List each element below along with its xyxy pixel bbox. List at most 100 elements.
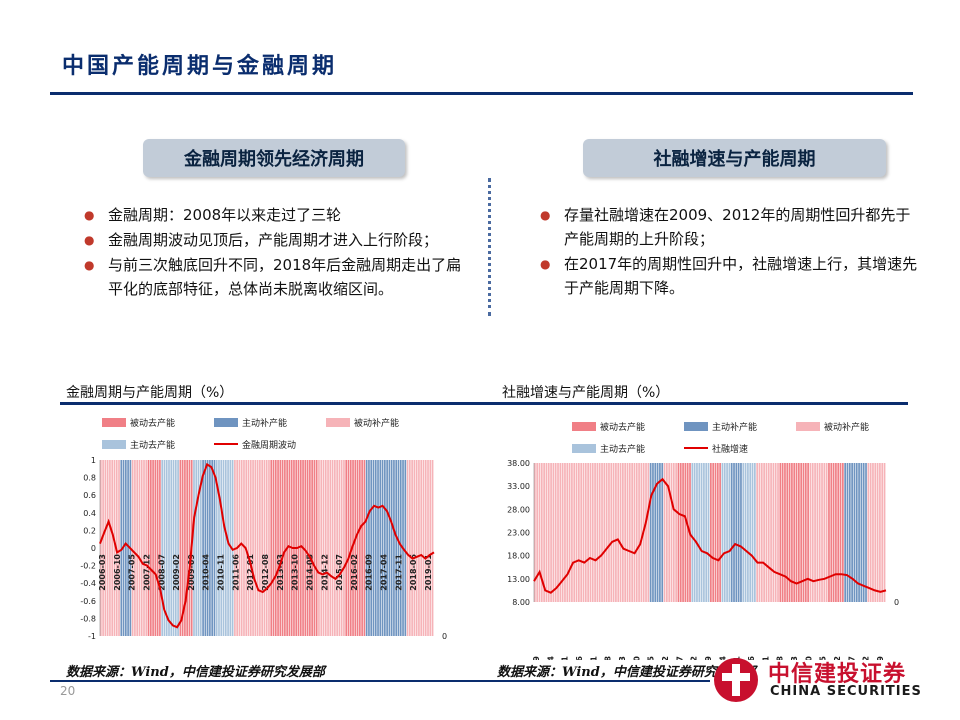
phase-bar [781, 463, 784, 602]
phase-bar [222, 460, 225, 636]
source-right: 数据来源：Wind，中信建投证券研究发展部 [497, 665, 756, 680]
logo-mark-icon [714, 658, 758, 702]
phase-bar [270, 460, 273, 636]
phase-bar [113, 460, 116, 636]
phase-bar [605, 463, 608, 602]
phase-bar [596, 463, 599, 602]
phase-bar [145, 460, 148, 636]
company-logo: 中信建投证券 CHINA SECURITIES [712, 650, 922, 710]
phase-bar [640, 463, 643, 602]
y-tick-label: 0.4 [83, 509, 96, 518]
phase-bar [716, 463, 719, 602]
legend-label: 被动补产能 [824, 421, 869, 433]
phase-bar [315, 460, 318, 636]
x-tick-label: 2016-05 [819, 656, 828, 660]
right-bullet: 存量社融增速在2009、2012年的周期性回升都先于产能周期的上升阶段； [540, 203, 925, 251]
left-chart: 被动去产能 主动补产能 被动补产能 主动去产能 金融周期波动 1 0.8 0.6 0.4 0.2 0… [60, 408, 458, 656]
phase-bar [363, 460, 366, 636]
x-tick-label: 2009-05 [647, 656, 656, 660]
phase-bar [747, 463, 749, 602]
phase-bar [756, 463, 759, 602]
phase-bar [384, 460, 386, 636]
phase-bar [703, 463, 705, 602]
phase-bar [272, 460, 275, 636]
phase-bar [811, 463, 814, 602]
phase-bar [601, 463, 603, 602]
x-tick-label: 2014-08 [776, 656, 785, 660]
left-chart-title: 金融周期与产能周期（%） [66, 385, 234, 401]
phase-bar [102, 460, 104, 636]
slide-title: 中国产能周期与金融周期 [62, 54, 338, 79]
y-tick-label: 0.2 [83, 526, 96, 535]
phase-bar [594, 463, 596, 602]
phase-bar [578, 463, 580, 602]
phase-bar [349, 460, 352, 636]
phase-bar [554, 463, 557, 602]
legend-label: 被动补产能 [354, 417, 399, 429]
phase-bar [179, 460, 182, 636]
phase-bar [147, 460, 150, 636]
phase-bar [571, 463, 573, 602]
phase-bar [547, 463, 550, 602]
x-tick-label: 2013-10 [291, 554, 300, 591]
x-tick-label: 2018-02 [862, 656, 871, 660]
phase-bar [374, 460, 377, 636]
phase-bar [649, 463, 652, 602]
phase-bar [329, 460, 332, 636]
phase-bar [204, 460, 207, 636]
phase-bar [136, 460, 139, 636]
phase-bar [106, 460, 109, 636]
x-tick-label: 2008-03 [618, 656, 627, 660]
phase-bar [181, 460, 184, 636]
x-tick-label: 2008-07 [157, 554, 166, 591]
phase-bar [867, 463, 870, 602]
phase-bar [855, 463, 858, 602]
phase-bar [765, 463, 768, 602]
phase-bar [268, 460, 270, 636]
y-tick-label: -0.6 [80, 597, 96, 606]
phase-bar [830, 463, 833, 602]
x-tick-label: 2016-02 [350, 554, 359, 591]
x-tick-label: 2005-11 [561, 656, 570, 660]
phase-bar [591, 463, 594, 602]
phase-bar [338, 460, 341, 636]
phase-bar [199, 460, 202, 636]
legend-swatch [572, 444, 596, 453]
phase-bar [883, 463, 886, 602]
phase-bar [719, 463, 721, 602]
phase-bar [306, 460, 309, 636]
phase-bar [279, 460, 282, 636]
phase-bar [733, 463, 735, 602]
x-tick-label: 2014-01 [761, 656, 770, 660]
phase-bar [331, 460, 334, 636]
bottom-rule [50, 680, 710, 682]
phase-bar [406, 460, 409, 636]
phase-bar [580, 463, 583, 602]
dotted-divider [488, 178, 491, 316]
x-tick-label: 2007-05 [128, 554, 137, 591]
y-tick-label: 1 [91, 456, 96, 465]
phase-bar [612, 463, 615, 602]
phase-bar [879, 463, 881, 602]
y-tick-label: -0.8 [80, 614, 96, 623]
phase-bar [131, 460, 134, 636]
x-tick-label: 2006-06 [575, 656, 584, 660]
phase-bar [828, 463, 830, 602]
phase-bar [710, 463, 712, 602]
phase-bar [584, 463, 587, 602]
phase-bar [195, 460, 198, 636]
phase-bar [619, 463, 622, 602]
phase-bar [152, 460, 154, 636]
phase-bar [874, 463, 877, 602]
x-tick-label: 2012-11 [733, 656, 742, 660]
phase-bar [320, 460, 323, 636]
phase-bar [851, 463, 853, 602]
phase-bar [118, 460, 120, 636]
phase-bar [587, 463, 589, 602]
phase-bar [568, 463, 571, 602]
phase-bar [763, 463, 765, 602]
phase-bar [404, 460, 407, 636]
phase-bar [714, 463, 717, 602]
y-tick-label: 38.00 [507, 459, 530, 468]
logo-chinese-name: 中信建投证券 [768, 662, 907, 687]
